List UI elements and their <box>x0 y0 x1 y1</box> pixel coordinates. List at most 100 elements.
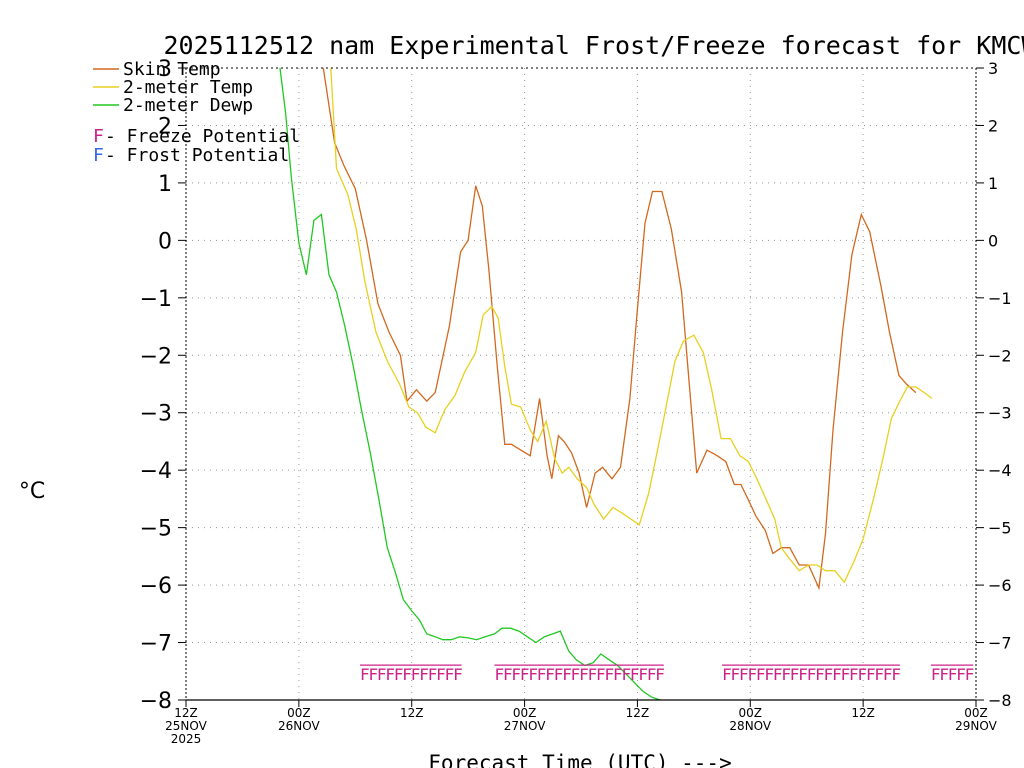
freeze-mark: F <box>445 665 455 684</box>
freeze-mark: F <box>638 665 648 684</box>
freeze-mark: F <box>545 665 555 684</box>
legend-label: - Freeze Potential <box>105 126 300 147</box>
freeze-mark: F <box>605 665 615 684</box>
y-tick-label-left: 0 <box>158 229 172 254</box>
freeze-mark: F <box>402 665 412 684</box>
chart-title: 2025112512 nam Experimental Frost/Freeze… <box>164 31 1024 60</box>
freeze-mark: F <box>494 665 504 684</box>
freeze-mark: F <box>596 665 606 684</box>
y-tick-label-right: 1 <box>988 174 998 193</box>
freeze-mark: F <box>562 665 572 684</box>
legend-label: 2-meter Temp <box>123 77 253 98</box>
legend-label: - Frost Potential <box>105 145 289 166</box>
freeze-mark: F <box>781 665 791 684</box>
freeze-mark: F <box>965 665 975 684</box>
freeze-mark: F <box>528 665 538 684</box>
legend-label: 2-meter Dewp <box>123 95 253 116</box>
y-axis-label: °C <box>19 479 45 504</box>
freeze-mark: F <box>948 665 958 684</box>
x-tick-label: 27NOV <box>504 719 546 733</box>
freeze-mark: F <box>815 665 825 684</box>
freeze-mark: F <box>394 665 404 684</box>
freeze-mark: F <box>891 665 901 684</box>
x-tick-label: 00Z <box>964 706 988 720</box>
y-tick-labels: −8 −8 −7 −7 −6 −6 −5 −5 −4 −4 −3 −3 −2 −2 −1 −1 0 0 1 1 2 2 3 3 <box>140 57 1012 714</box>
x-tick-label: 12Z <box>851 706 875 720</box>
freeze-mark: F <box>931 665 941 684</box>
y-tick-label-right: −8 <box>988 691 1012 710</box>
grid <box>186 68 976 700</box>
freeze-mark: F <box>798 665 808 684</box>
y-tick-label-left: −4 <box>140 459 172 484</box>
freeze-mark: F <box>747 665 757 684</box>
y-tick-label-right: −4 <box>988 461 1012 480</box>
freeze-mark: F <box>764 665 774 684</box>
x-tick-label: 2025 <box>171 732 202 746</box>
freeze-mark: F <box>807 665 817 684</box>
freeze-mark: F <box>428 665 438 684</box>
freeze-mark: F <box>368 665 378 684</box>
freeze-mark: F <box>360 665 370 684</box>
freeze-mark: F <box>756 665 766 684</box>
y-tick-label-left: 1 <box>158 172 172 197</box>
x-tick-label: 00Z <box>739 706 763 720</box>
freeze-mark: F <box>621 665 631 684</box>
freeze-mark: F <box>858 665 868 684</box>
y-tick-label-right: −7 <box>988 634 1012 653</box>
y-tick-label-left: −7 <box>140 632 172 657</box>
freeze-mark: F <box>874 665 884 684</box>
freeze-mark: F <box>790 665 800 684</box>
y-tick-label-right: −2 <box>988 346 1012 365</box>
freeze-mark: F <box>824 665 834 684</box>
freeze-mark: F <box>956 665 966 684</box>
series-line-skin-temp <box>322 68 917 591</box>
x-axis-label: Forecast Time (UTC) ---> <box>428 751 731 768</box>
y-tick-label-left: −5 <box>140 517 172 542</box>
x-tick-label: 12Z <box>626 706 650 720</box>
y-tick-label-left: −1 <box>140 287 172 312</box>
y-tick-label-left: −6 <box>140 574 172 599</box>
freeze-mark: F <box>655 665 665 684</box>
freeze-mark: F <box>503 665 513 684</box>
freeze-mark: F <box>511 665 521 684</box>
y-tick-label-right: 2 <box>988 116 998 135</box>
legend-marker: F <box>93 126 104 147</box>
x-tick-label: 12Z <box>174 706 198 720</box>
freeze-mark: F <box>588 665 598 684</box>
freeze-mark: F <box>630 665 640 684</box>
legend-label: Skin Temp <box>123 59 221 80</box>
series-group <box>279 68 933 700</box>
x-tick-label: 12Z <box>400 706 424 720</box>
freeze-mark: F <box>377 665 387 684</box>
x-tick-label: 29NOV <box>955 719 997 733</box>
freeze-mark: F <box>453 665 463 684</box>
freeze-mark: F <box>883 665 893 684</box>
freeze-mark: F <box>537 665 547 684</box>
freeze-mark: F <box>579 665 589 684</box>
freeze-mark: F <box>731 665 741 684</box>
freeze-mark: F <box>571 665 581 684</box>
freeze-mark: F <box>849 665 859 684</box>
x-tick-label: 25NOV <box>165 719 207 733</box>
x-tick-label: 00Z <box>287 706 311 720</box>
freeze-mark: F <box>739 665 749 684</box>
y-tick-label-left: −3 <box>140 402 172 427</box>
freeze-mark: F <box>647 665 657 684</box>
y-tick-label-right: −3 <box>988 404 1012 423</box>
freeze-mark: F <box>554 665 564 684</box>
freeze-mark: F <box>841 665 851 684</box>
legend-marker: F <box>93 145 104 166</box>
freeze-mark: F <box>436 665 446 684</box>
freeze-mark: F <box>832 665 842 684</box>
y-tick-label-right: −6 <box>988 576 1012 595</box>
y-tick-label-left: 2 <box>158 114 172 139</box>
x-tick-label: 28NOV <box>729 719 771 733</box>
freeze-mark: F <box>722 665 732 684</box>
x-tick-label: 00Z <box>513 706 537 720</box>
freeze-mark: F <box>520 665 530 684</box>
